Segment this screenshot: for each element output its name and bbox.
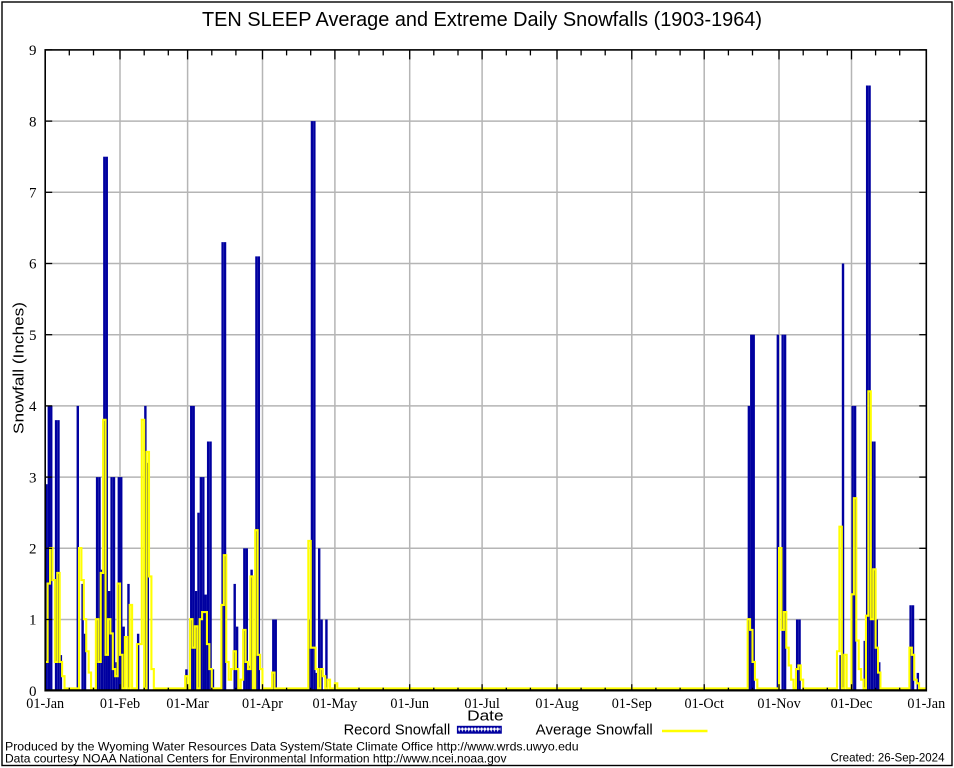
svg-text:1: 1 <box>29 613 37 629</box>
svg-text:01-Jul: 01-Jul <box>464 696 500 712</box>
svg-text:7: 7 <box>29 186 37 202</box>
svg-text:01-Jan: 01-Jan <box>907 696 945 712</box>
svg-text:01-Nov: 01-Nov <box>757 696 801 712</box>
svg-text:01-Sep: 01-Sep <box>612 696 652 712</box>
svg-text:01-Feb: 01-Feb <box>100 696 140 712</box>
svg-text:01-Mar: 01-Mar <box>166 696 209 712</box>
svg-text:01-Oct: 01-Oct <box>684 696 723 712</box>
svg-text:Record Snowfall: Record Snowfall <box>344 721 451 738</box>
svg-text:2: 2 <box>29 542 37 558</box>
svg-text:Average Snowfall: Average Snowfall <box>536 721 653 738</box>
svg-text:Date: Date <box>467 708 504 725</box>
svg-text:01-Aug: 01-Aug <box>535 696 578 712</box>
svg-text:Created: 26-Sep-2024: Created: 26-Sep-2024 <box>831 752 945 765</box>
svg-text:4: 4 <box>29 399 37 415</box>
svg-text:Data courtesy NOAA National Ce: Data courtesy NOAA National Centers for … <box>5 753 507 766</box>
svg-text:01-May: 01-May <box>312 696 358 712</box>
svg-text:TEN SLEEP Average and Extreme: TEN SLEEP Average and Extreme Daily Snow… <box>202 9 762 31</box>
svg-text:3: 3 <box>29 470 37 486</box>
svg-text:01-Jun: 01-Jun <box>390 696 429 712</box>
svg-text:Snowfall (Inches): Snowfall (Inches) <box>11 302 28 434</box>
svg-text:6: 6 <box>29 257 37 273</box>
svg-text:5: 5 <box>29 328 37 344</box>
svg-text:9: 9 <box>29 43 37 59</box>
svg-text:Produced by the Wyoming Water: Produced by the Wyoming Water Resources … <box>5 741 579 754</box>
svg-text:01-Jan: 01-Jan <box>26 696 64 712</box>
svg-text:0: 0 <box>29 684 37 700</box>
svg-text:01-Dec: 01-Dec <box>831 696 873 712</box>
svg-text:8: 8 <box>29 114 37 130</box>
svg-text:01-Apr: 01-Apr <box>242 696 283 712</box>
